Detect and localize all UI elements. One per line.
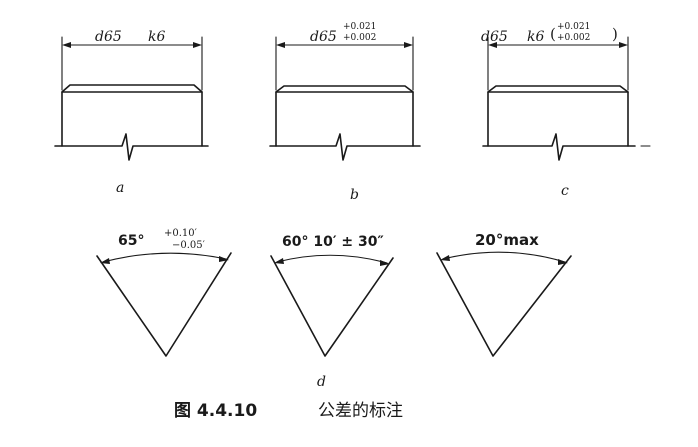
lower-deviation-d1: −0.05′ [172, 240, 206, 251]
angle-view-1: 65° +0.10′ −0.05′ [96, 228, 232, 357]
lower-deviation-c: +0.002 [557, 33, 590, 43]
arrow-left-c [488, 42, 497, 48]
angle-sides-1 [96, 252, 232, 357]
tolerance-class-c: k6 [527, 29, 544, 45]
angle-text-2: 60° 10′ ± 30″ [282, 234, 384, 250]
angle-sides-3 [436, 252, 572, 357]
arrow-left-b [276, 42, 285, 48]
arc-arrow-right-2 [380, 260, 390, 266]
arrow-right-c [619, 42, 628, 48]
shaft-outline-a [61, 84, 203, 147]
view-label-a: a [116, 180, 124, 196]
arc-arrow-right-1 [219, 256, 229, 262]
shaft-view-a: d65 k6 a [54, 29, 209, 196]
angle-arc-3 [442, 251, 566, 263]
arrow-right-a [193, 42, 202, 48]
arrow-left-a [62, 42, 71, 48]
arc-arrow-right-3 [558, 259, 568, 265]
angle-text-3: 20°max [475, 231, 539, 249]
shaft-outline-c [487, 85, 629, 147]
upper-deviation-d1: +0.10′ [164, 228, 198, 239]
break-line-b [269, 133, 421, 161]
arc-arrow-left-3 [440, 255, 450, 261]
shaft-outline-b [275, 85, 414, 147]
view-label-c: c [561, 183, 569, 199]
arc-arrow-left-1 [100, 258, 110, 264]
lower-deviation-b: +0.002 [343, 33, 376, 43]
view-label-b: b [350, 187, 359, 203]
break-line-a [54, 133, 209, 161]
dimension-text-a: d65 [95, 29, 122, 45]
view-label-d: d [317, 374, 326, 390]
figure-number: 图 4.4.10 [174, 401, 257, 421]
shaft-view-c: d65 k6 ( +0.021 +0.002 ) c [481, 22, 651, 199]
upper-deviation-c: +0.021 [557, 22, 590, 32]
figure-title: 公差的标注 [318, 401, 403, 421]
open-paren-c: ( [550, 25, 556, 43]
shaft-view-b: d65 +0.021 +0.002 b [269, 22, 421, 203]
angle-sides-2 [270, 255, 394, 357]
tolerance-class-a: k6 [148, 29, 165, 45]
break-line-c [482, 133, 636, 161]
angle-text-1: 65° [118, 233, 144, 249]
upper-deviation-b: +0.021 [343, 22, 376, 32]
dimension-text-c: d65 [481, 29, 508, 45]
angle-view-3: 20°max [436, 231, 572, 357]
arrow-right-b [404, 42, 413, 48]
arc-arrow-left-2 [274, 258, 284, 264]
close-paren-c: ) [612, 25, 618, 43]
angle-arc-2 [276, 254, 388, 264]
dimension-text-b: d65 [310, 29, 337, 45]
angle-view-2: 60° 10′ ± 30″ [270, 234, 394, 357]
angle-arc-1 [102, 252, 227, 263]
